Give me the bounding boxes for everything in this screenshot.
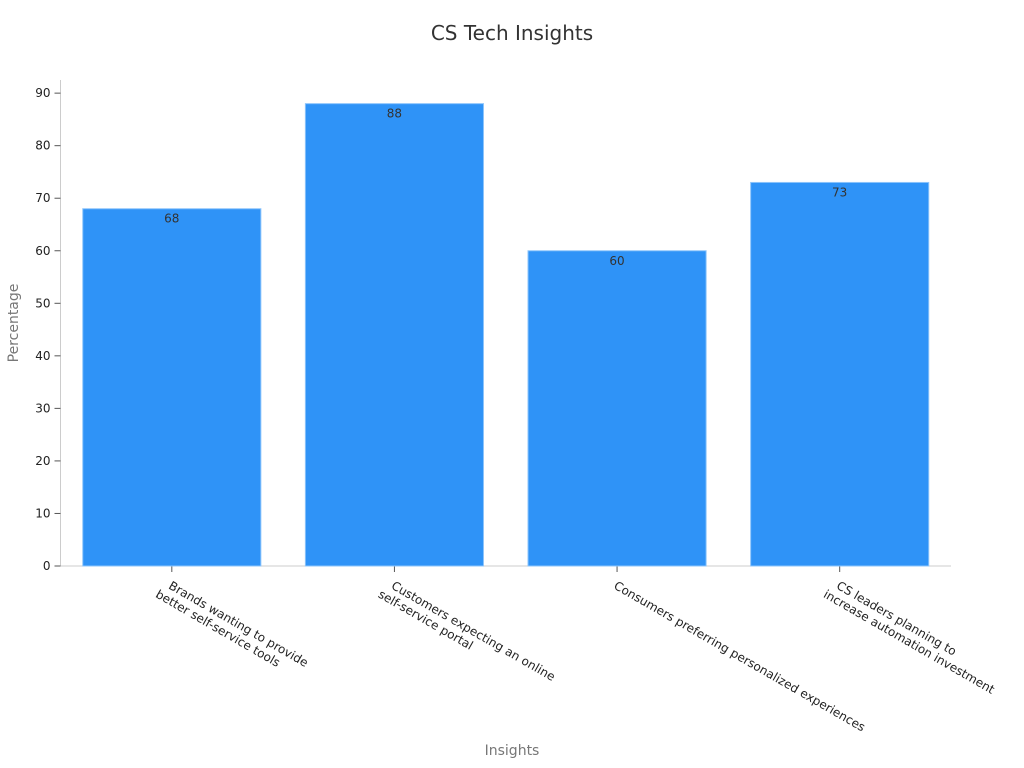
x-tick-label: CS leaders planning toincrease automatio…: [821, 575, 1004, 697]
y-tick-label: 40: [35, 349, 50, 363]
y-tick-label: 20: [35, 454, 50, 468]
y-tick-label: 0: [43, 559, 51, 573]
chart-title: CS Tech Insights: [431, 21, 593, 45]
y-tick-label: 30: [35, 401, 50, 415]
bar: [304, 103, 484, 567]
y-tick-label: 50: [35, 296, 50, 310]
value-label: 60: [609, 254, 624, 268]
x-axis-label: Insights: [485, 743, 540, 759]
bar: [527, 250, 707, 567]
y-tick-label: 90: [35, 86, 50, 100]
value-label: 68: [164, 212, 179, 226]
y-tick-label: 60: [35, 244, 50, 258]
value-label: 88: [387, 107, 402, 121]
x-tick-label: Customers expecting an onlineself-servic…: [376, 575, 558, 696]
y-tick-label: 10: [35, 506, 50, 520]
y-tick-label: 80: [35, 139, 50, 153]
x-tick-label: Brands wanting to providebetter self-ser…: [153, 575, 310, 682]
bar: [750, 181, 930, 567]
value-label: 73: [832, 185, 847, 199]
y-tick-label: 70: [35, 191, 50, 205]
y-axis-label: Percentage: [6, 284, 22, 363]
bar: [82, 208, 262, 567]
